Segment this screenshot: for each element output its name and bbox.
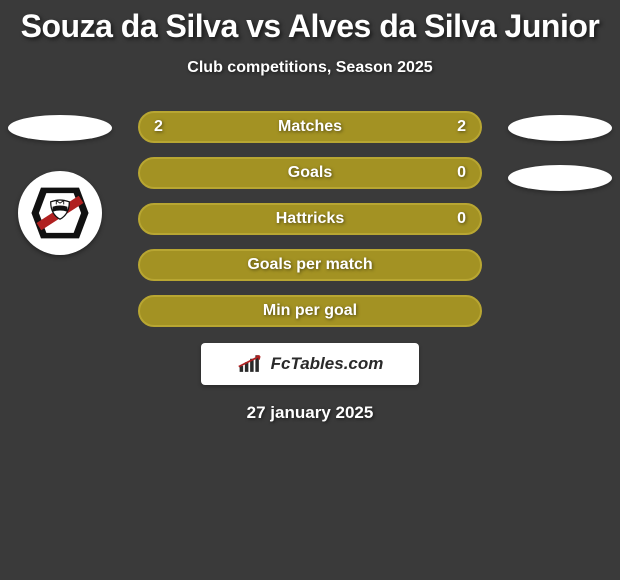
stat-label: Goals: [288, 164, 332, 182]
page-subtitle: Club competitions, Season 2025: [0, 59, 620, 77]
stat-value-right: 0: [457, 164, 466, 182]
watermark-badge: FcTables.com: [201, 343, 419, 385]
svg-text:CRVG: CRVG: [50, 225, 70, 232]
stat-value-right: 2: [457, 118, 466, 136]
stat-bar-min-per-goal: Min per goal: [138, 295, 482, 327]
stat-bar-matches: 2 Matches 2: [138, 111, 482, 143]
stat-bar-goals: Goals 0: [138, 157, 482, 189]
bar-chart-icon: [237, 353, 265, 375]
stat-bar-hattricks: Hattricks 0: [138, 203, 482, 235]
stat-label: Hattricks: [276, 210, 344, 228]
player-right-oval-1: [508, 115, 612, 141]
stat-value-left: 2: [154, 118, 163, 136]
stat-label: Min per goal: [263, 302, 357, 320]
page-title: Souza da Silva vs Alves da Silva Junior: [0, 0, 620, 45]
vasco-crest-icon: CRVG: [29, 182, 91, 244]
stat-label: Goals per match: [247, 256, 372, 274]
stat-bar-goals-per-match: Goals per match: [138, 249, 482, 281]
club-badge: CRVG: [18, 171, 102, 255]
stat-bars: 2 Matches 2 Goals 0 Hattricks 0 Goals pe…: [138, 111, 482, 341]
stat-label: Matches: [278, 118, 342, 136]
player-right-oval-2: [508, 165, 612, 191]
snapshot-date: 27 january 2025: [0, 403, 620, 423]
stat-value-right: 0: [457, 210, 466, 228]
watermark-text: FcTables.com: [271, 354, 384, 374]
player-left-oval: [8, 115, 112, 141]
